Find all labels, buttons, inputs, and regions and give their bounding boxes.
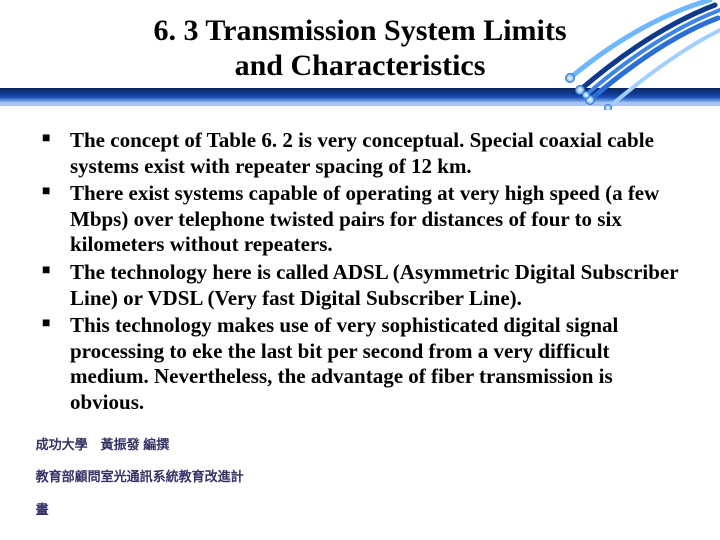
bullet-list: The concept of Table 6. 2 is very concep… — [42, 128, 684, 416]
title-line1: 6. 3 Transmission System Limits — [153, 14, 566, 47]
bullet-item: The concept of Table 6. 2 is very concep… — [42, 128, 684, 179]
bullet-text: The concept of Table 6. 2 is very concep… — [70, 128, 654, 178]
footer: 成功大學 黃振發 編撰 教育部顧問室光通訊系統教育改進計 畫 成功大學 黃振發 … — [14, 404, 244, 534]
bullet-item: There exist systems capable of operating… — [42, 181, 684, 258]
header-stripe — [0, 88, 720, 102]
footer-line2: 教育部顧問室光通訊系統教育改進計 — [36, 469, 244, 484]
slide-title: 6. 3 Transmission System Limits and Char… — [0, 14, 720, 83]
bullet-text: The technology here is called ADSL (Asym… — [70, 260, 678, 310]
footer-line1: 成功大學 黃振發 編撰 — [36, 437, 170, 452]
bullet-text: There exist systems capable of operating… — [70, 181, 659, 256]
slide-body: The concept of Table 6. 2 is very concep… — [42, 128, 684, 418]
header-stripe-accent — [0, 102, 720, 106]
bullet-text: This technology makes use of very sophis… — [70, 313, 618, 414]
bullet-item: This technology makes use of very sophis… — [42, 313, 684, 415]
bullet-item: The technology here is called ADSL (Asym… — [42, 260, 684, 311]
slide: 6. 3 Transmission System Limits and Char… — [0, 0, 720, 540]
footer-line3: 畫 — [36, 502, 49, 517]
title-line2: and Characteristics — [235, 49, 486, 82]
